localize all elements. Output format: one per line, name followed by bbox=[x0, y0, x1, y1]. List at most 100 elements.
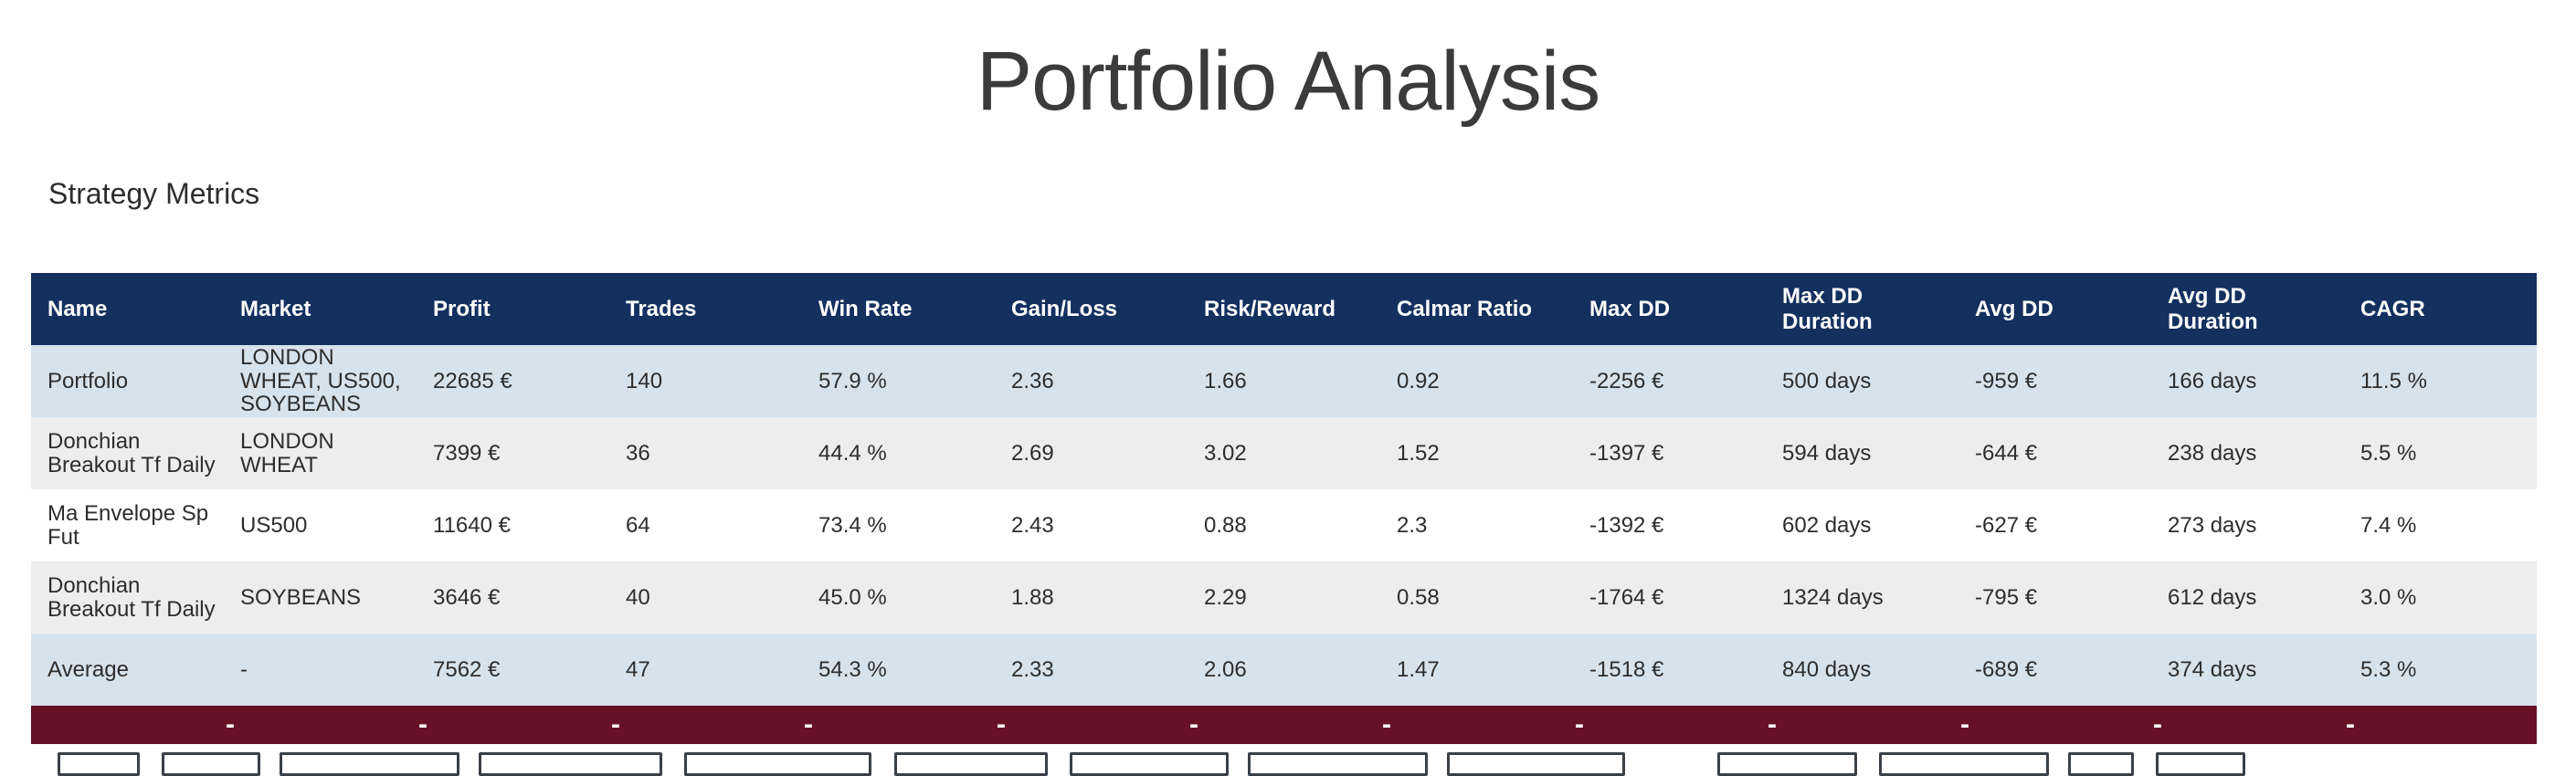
cell-risk-reward: 0.88 bbox=[1204, 512, 1247, 538]
column-header-risk-reward: Risk/Reward bbox=[1204, 296, 1336, 321]
cell-win-rate: 73.4 % bbox=[818, 512, 887, 538]
form-input-max-dd[interactable] bbox=[1447, 752, 1625, 776]
cell-gain-loss: 2.43 bbox=[1011, 512, 1054, 538]
divider-dash: - bbox=[997, 709, 1006, 739]
divider-dash: - bbox=[1960, 709, 1969, 739]
cell-trades: 140 bbox=[626, 368, 663, 393]
column-header-avg-dd: Avg DD bbox=[1975, 296, 2053, 321]
cell-avg-dd: -959 € bbox=[1975, 368, 2038, 393]
cell-win-rate: 44.4 % bbox=[818, 440, 887, 466]
cell-gain-loss: 1.88 bbox=[1011, 584, 1054, 610]
cell-avg-dd: -627 € bbox=[1975, 512, 2038, 538]
cell-name: Portfolio bbox=[48, 368, 129, 393]
cell-max-dd-duration: 602 days bbox=[1782, 512, 1872, 538]
strategy-metrics-table: Name Market Profit Trades Win Rate Gain/Loss R… bbox=[31, 273, 2537, 744]
cell-profit: 22685 € bbox=[433, 368, 512, 393]
cell-name: Ma Envelope Sp Fut bbox=[48, 500, 209, 550]
table-row: Donchian Breakout Tf Daily SOYBEANS 3646 €… bbox=[31, 561, 2537, 634]
form-input-avg-dd-duration[interactable] bbox=[2068, 752, 2134, 776]
cell-risk-reward: 2.29 bbox=[1204, 584, 1247, 610]
cell-trades: 40 bbox=[626, 584, 650, 610]
cell-calmar-ratio: 1.47 bbox=[1397, 656, 1440, 682]
cell-market: US500 bbox=[240, 512, 308, 538]
cell-calmar-ratio: 0.58 bbox=[1397, 584, 1440, 610]
divider-dash: - bbox=[418, 709, 428, 739]
cell-avg-dd: -689 € bbox=[1975, 656, 2038, 682]
cell-win-rate: 54.3 % bbox=[818, 656, 887, 682]
cell-profit: 3646 € bbox=[433, 584, 501, 610]
cell-risk-reward: 1.66 bbox=[1204, 368, 1247, 393]
form-input-calmar-ratio[interactable] bbox=[1248, 752, 1428, 776]
divider-dash: - bbox=[1382, 709, 1391, 739]
cell-max-dd: -1397 € bbox=[1589, 440, 1664, 466]
cell-gain-loss: 2.36 bbox=[1011, 368, 1054, 393]
form-input-gain-loss[interactable] bbox=[894, 752, 1048, 776]
table-body: Portfolio LONDON WHEAT, US500, SOYBEANS 22… bbox=[31, 345, 2537, 706]
form-input-win-rate[interactable] bbox=[684, 752, 871, 776]
cell-name: Average bbox=[48, 656, 129, 682]
cell-trades: 64 bbox=[626, 512, 650, 538]
cell-gain-loss: 2.69 bbox=[1011, 440, 1054, 466]
cell-market: LONDON WHEAT bbox=[240, 428, 334, 477]
cell-avg-dd-duration: 273 days bbox=[2168, 512, 2257, 538]
table-row: Donchian Breakout Tf Daily LONDON WHEAT 73… bbox=[31, 417, 2537, 489]
cell-cagr: 3.0 % bbox=[2360, 584, 2417, 610]
form-input-risk-reward[interactable] bbox=[1070, 752, 1229, 776]
cell-max-dd: -2256 € bbox=[1589, 368, 1664, 393]
cell-gain-loss: 2.33 bbox=[1011, 656, 1054, 682]
form-input-cagr[interactable] bbox=[2156, 752, 2245, 776]
cell-risk-reward: 3.02 bbox=[1204, 440, 1247, 466]
divider-dash: - bbox=[2153, 709, 2162, 739]
section-heading: Strategy Metrics bbox=[48, 177, 260, 210]
cell-risk-reward: 2.06 bbox=[1204, 656, 1247, 682]
cell-calmar-ratio: 0.92 bbox=[1397, 368, 1440, 393]
cell-max-dd: -1764 € bbox=[1589, 584, 1664, 610]
cell-profit: 11640 € bbox=[433, 512, 511, 538]
cell-cagr: 5.3 % bbox=[2360, 656, 2417, 682]
cell-avg-dd-duration: 374 days bbox=[2168, 656, 2257, 682]
cell-cagr: 7.4 % bbox=[2360, 512, 2417, 538]
column-header-calmar-ratio: Calmar Ratio bbox=[1397, 296, 1533, 321]
cell-calmar-ratio: 2.3 bbox=[1397, 512, 1428, 538]
form-input-avg-dd[interactable] bbox=[1879, 752, 2049, 776]
divider-dash: - bbox=[1189, 709, 1198, 739]
table-row: Ma Envelope Sp Fut US500 11640 € 64 73.4 % 2.… bbox=[31, 489, 2537, 561]
cell-avg-dd-duration: 612 days bbox=[2168, 584, 2257, 610]
cell-profit: 7562 € bbox=[433, 656, 501, 682]
cell-market: - bbox=[240, 656, 248, 682]
column-header-cagr: CAGR bbox=[2360, 296, 2425, 321]
cell-trades: 47 bbox=[626, 656, 650, 682]
cell-profit: 7399 € bbox=[433, 440, 501, 466]
form-input-market[interactable] bbox=[162, 752, 260, 776]
cell-max-dd: -1518 € bbox=[1589, 656, 1664, 682]
form-input-max-dd-duration[interactable] bbox=[1717, 752, 1857, 776]
cell-name: Donchian Breakout Tf Daily bbox=[48, 428, 216, 477]
cell-cagr: 11.5 % bbox=[2360, 368, 2427, 393]
cell-cagr: 5.5 % bbox=[2360, 440, 2417, 466]
divider-dash: - bbox=[2346, 709, 2355, 739]
form-input-trades[interactable] bbox=[479, 752, 662, 776]
portfolio-analysis-page: Portfolio Analysis Strategy Metrics Name… bbox=[31, 35, 2537, 776]
cell-market: LONDON WHEAT, US500, SOYBEANS bbox=[240, 344, 401, 417]
cell-max-dd-duration: 594 days bbox=[1782, 440, 1872, 466]
cell-calmar-ratio: 1.52 bbox=[1397, 440, 1440, 466]
column-header-avg-dd-duration: Avg DD Duration bbox=[2168, 283, 2258, 334]
divider-dash: - bbox=[611, 709, 620, 739]
cell-avg-dd-duration: 238 days bbox=[2168, 440, 2257, 466]
column-header-max-dd: Max DD bbox=[1589, 296, 1671, 321]
cell-name: Donchian Breakout Tf Daily bbox=[48, 572, 216, 622]
divider-dash: - bbox=[1768, 709, 1777, 739]
form-input-profit[interactable] bbox=[280, 752, 459, 776]
form-input-name[interactable] bbox=[58, 752, 140, 776]
column-header-market: Market bbox=[240, 296, 311, 321]
divider-dash: - bbox=[1575, 709, 1584, 739]
cell-max-dd-duration: 840 days bbox=[1782, 656, 1872, 682]
column-header-gain-loss: Gain/Loss bbox=[1011, 296, 1118, 321]
divider-dash: - bbox=[804, 709, 813, 739]
divider-dash: - bbox=[226, 709, 235, 739]
page-title: Portfolio Analysis bbox=[976, 35, 1601, 128]
cell-avg-dd-duration: 166 days bbox=[2168, 368, 2257, 393]
cell-trades: 36 bbox=[626, 440, 650, 466]
cell-market: SOYBEANS bbox=[240, 584, 362, 610]
cell-win-rate: 45.0 % bbox=[818, 584, 887, 610]
